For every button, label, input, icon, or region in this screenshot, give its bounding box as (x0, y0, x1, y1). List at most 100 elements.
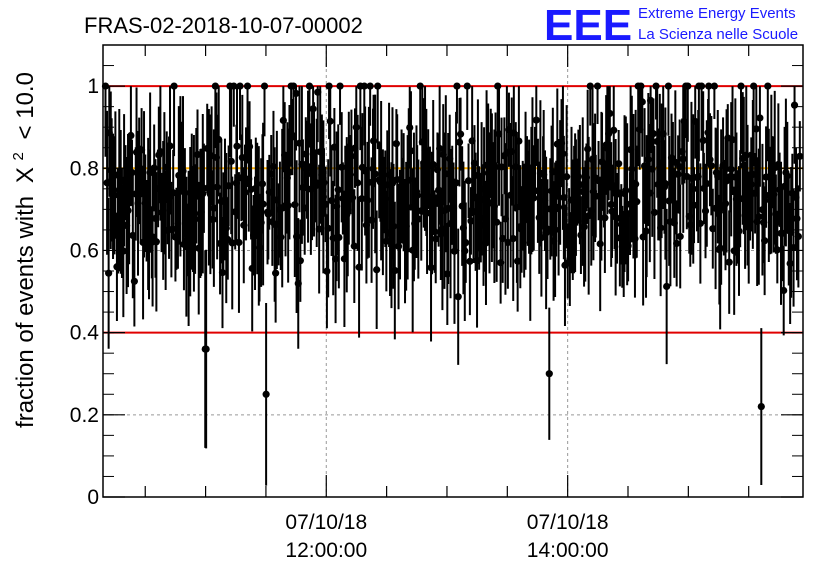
point-marker (335, 233, 343, 242)
data-point (764, 82, 772, 162)
data-point (335, 186, 343, 289)
point-marker (790, 101, 799, 109)
point-marker (755, 213, 763, 221)
point-marker (606, 109, 614, 118)
data-point (453, 82, 461, 124)
point-marker (391, 266, 399, 275)
data-point (790, 86, 799, 164)
data-point (560, 135, 568, 260)
point-marker (463, 82, 471, 90)
point-marker (243, 82, 252, 90)
data-point (305, 82, 314, 148)
point-marker (574, 173, 582, 181)
data-point (703, 120, 711, 247)
point-marker (532, 116, 540, 124)
data-point (407, 91, 415, 211)
data-point (780, 245, 788, 336)
point-marker (593, 82, 602, 90)
data-point (633, 145, 641, 258)
logo-line-2: La Scienza nelle Scuole (638, 26, 798, 43)
point-marker (615, 160, 623, 168)
data-point (326, 86, 334, 177)
point-marker (209, 215, 217, 224)
point-marker (152, 238, 160, 246)
point-marker (292, 89, 300, 98)
y-axis-label-suffix: < 10.0 (12, 72, 39, 139)
chart-title: FRAS-02-2018-10-07-00002 (84, 13, 363, 38)
point-marker (228, 239, 236, 247)
point-marker (324, 224, 332, 232)
data-point (193, 109, 202, 200)
point-marker (407, 147, 415, 155)
point-marker (338, 163, 346, 171)
point-marker (794, 232, 802, 241)
y-axis-label-prefix: fraction of events with (12, 196, 39, 428)
data-point (456, 97, 465, 171)
point-marker (710, 82, 718, 90)
point-marker (394, 242, 403, 250)
data-point (227, 88, 235, 235)
logo-mark: EEE (544, 1, 632, 50)
point-marker (752, 125, 760, 133)
data-point (374, 82, 382, 150)
point-marker (363, 196, 372, 204)
point-marker (296, 257, 304, 265)
y-axis-label: fraction of events with X 2 < 10.0 (2, 72, 39, 428)
data-point (610, 86, 618, 197)
point-marker (721, 200, 730, 208)
point-marker (233, 142, 241, 150)
point-marker (202, 345, 210, 353)
data-point (324, 159, 332, 298)
x-tick-label-time: 12:00:00 (285, 539, 367, 562)
point-marker (701, 207, 710, 215)
data-point (773, 216, 781, 284)
point-marker (156, 148, 164, 156)
point-marker (652, 82, 660, 90)
data-point (211, 82, 219, 149)
point-marker (638, 98, 646, 106)
point-marker (230, 82, 238, 90)
data-point (725, 210, 733, 314)
data-point (664, 82, 673, 136)
point-marker (761, 237, 769, 245)
point-marker (796, 152, 804, 160)
data-point (696, 163, 704, 284)
data-point (352, 86, 360, 185)
point-marker (757, 403, 765, 411)
y-tick-labels: 0 0.2 0.4 0.6 0.8 1 (70, 75, 100, 509)
point-marker (515, 137, 523, 145)
data-point (414, 159, 422, 279)
data-point (737, 82, 745, 154)
point-marker (127, 131, 135, 140)
data-point (691, 86, 699, 159)
point-marker (696, 219, 704, 228)
data-point (757, 328, 765, 486)
data-point (233, 86, 241, 219)
point-marker (725, 258, 733, 266)
y-tick-label: 0.2 (70, 404, 99, 427)
point-marker (601, 214, 609, 222)
data-point (796, 121, 804, 192)
point-marker (429, 161, 437, 169)
point-marker (373, 266, 381, 274)
data-point (336, 82, 344, 125)
data-point (466, 207, 474, 316)
data-point (463, 82, 471, 130)
x-tick-label-date: 07/10/18 (285, 511, 367, 534)
point-marker (456, 130, 465, 138)
point-marker (367, 216, 376, 224)
point-marker (323, 267, 331, 275)
data-point (705, 82, 713, 160)
data-point (391, 201, 399, 340)
data-point (296, 219, 304, 302)
point-marker (530, 194, 538, 202)
point-marker (707, 162, 715, 170)
point-marker (735, 227, 743, 235)
point-marker (703, 179, 711, 188)
point-marker (284, 202, 292, 210)
x-tick-label-date: 07/10/18 (527, 511, 609, 534)
data-point (676, 184, 684, 289)
point-marker (413, 191, 421, 200)
point-marker (366, 82, 374, 90)
data-point (127, 86, 135, 207)
